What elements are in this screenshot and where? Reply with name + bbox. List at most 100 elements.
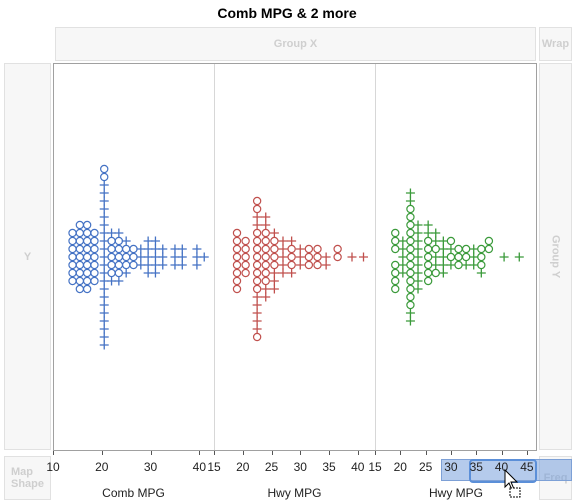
data-point-circle <box>114 236 124 246</box>
data-point-plus <box>99 244 109 254</box>
data-point-plus <box>99 260 109 270</box>
x-tick-label: 15 <box>207 460 221 474</box>
x-tick-label: 25 <box>264 460 279 474</box>
y-drop-zone[interactable]: Y <box>4 63 51 450</box>
data-point-circle <box>304 244 314 254</box>
data-point-plus <box>252 300 262 310</box>
data-point-plus <box>199 252 209 262</box>
x-axis-title[interactable]: Hwy MPG <box>429 486 483 500</box>
data-point-plus <box>269 268 279 278</box>
data-point-plus <box>99 300 109 310</box>
data-point-plus <box>438 268 448 278</box>
data-point-plus <box>158 260 168 270</box>
data-point-plus <box>99 212 109 222</box>
map-shape-label: Map Shape <box>10 466 44 490</box>
data-point-circle <box>107 260 116 270</box>
data-point-circle <box>129 252 138 262</box>
data-point-circle <box>270 260 279 270</box>
data-point-circle <box>391 228 400 238</box>
data-point-circle <box>406 260 415 270</box>
data-point-circle <box>232 236 242 246</box>
data-point-plus <box>469 260 479 270</box>
data-point-plus <box>278 260 288 270</box>
data-point-plus <box>405 316 415 326</box>
data-point-plus <box>269 284 279 294</box>
data-point-circle <box>75 268 85 278</box>
data-point-plus <box>99 220 109 230</box>
data-point-circle <box>261 260 270 270</box>
data-point-circle <box>241 236 250 246</box>
data-point-circle <box>68 276 77 286</box>
data-point-plus <box>405 188 415 198</box>
data-point-plus <box>150 268 160 278</box>
data-point-circle <box>90 228 99 238</box>
data-point-plus <box>99 236 109 246</box>
data-point-circle <box>391 276 400 286</box>
data-point-plus <box>278 268 288 278</box>
map-shape-drop-zone[interactable]: Map Shape <box>4 456 51 500</box>
x-axis-title[interactable]: Comb MPG <box>102 486 165 500</box>
data-point-plus <box>431 252 441 262</box>
wrap-drop-zone[interactable]: Wrap <box>539 27 572 61</box>
data-point-circle <box>75 260 85 270</box>
data-point-plus <box>499 252 509 262</box>
data-point-circle <box>252 252 262 262</box>
data-point-circle <box>252 228 262 238</box>
data-point-circle <box>129 260 138 270</box>
data-point-plus <box>252 212 262 222</box>
data-point-circle <box>252 244 262 254</box>
group-x-drop-zone[interactable]: Group X <box>55 27 536 61</box>
data-point-circle <box>406 268 415 278</box>
data-point-plus <box>99 292 109 302</box>
data-point-circle <box>313 260 322 270</box>
data-point-plus <box>398 252 408 262</box>
x-tick-mark <box>199 451 201 455</box>
data-point-plus <box>192 260 202 270</box>
x-axis-title[interactable]: Hwy MPG <box>267 486 322 500</box>
data-point-plus <box>99 268 109 278</box>
data-point-circle <box>75 228 85 238</box>
data-point-circle <box>270 244 279 254</box>
data-point-circle <box>406 292 415 302</box>
data-point-circle <box>270 236 279 246</box>
data-point-circle <box>90 252 99 262</box>
data-point-plus <box>158 244 168 254</box>
data-point-plus <box>413 260 423 270</box>
data-point-circle <box>333 244 342 254</box>
data-point-plus <box>431 236 441 246</box>
data-point-circle <box>75 284 85 294</box>
data-point-circle <box>82 228 92 238</box>
data-point-plus <box>252 316 262 326</box>
data-point-circle <box>241 268 250 278</box>
data-point-circle <box>391 260 400 270</box>
data-point-plus <box>99 196 109 206</box>
data-point-circle <box>406 244 415 254</box>
data-point-plus <box>99 324 109 334</box>
data-point-circle <box>241 244 250 254</box>
data-point-plus <box>150 236 160 246</box>
data-point-circle <box>75 252 85 262</box>
data-point-plus <box>261 220 271 230</box>
data-point-circle <box>252 236 262 246</box>
x-tick-label: 40 <box>494 460 509 474</box>
x-tick-mark <box>476 451 478 455</box>
data-point-circle <box>461 244 471 254</box>
data-point-plus <box>438 244 448 254</box>
data-point-plus <box>413 252 423 262</box>
data-point-plus <box>177 260 187 270</box>
data-point-plus <box>99 204 109 214</box>
data-point-plus <box>438 252 448 262</box>
data-point-plus <box>99 308 109 318</box>
data-point-circle <box>484 236 494 246</box>
x-tick-label: 20 <box>236 460 250 474</box>
data-point-plus <box>252 308 262 318</box>
data-point-plus <box>114 228 124 238</box>
data-point-circle <box>252 268 262 278</box>
data-point-plus <box>413 276 423 286</box>
group-y-drop-zone[interactable]: Group Y <box>539 63 572 450</box>
data-point-circle <box>406 228 415 238</box>
data-point-circle <box>75 276 85 286</box>
data-point-plus <box>99 340 109 350</box>
data-point-circle <box>406 204 415 214</box>
data-point-circle <box>406 276 415 286</box>
